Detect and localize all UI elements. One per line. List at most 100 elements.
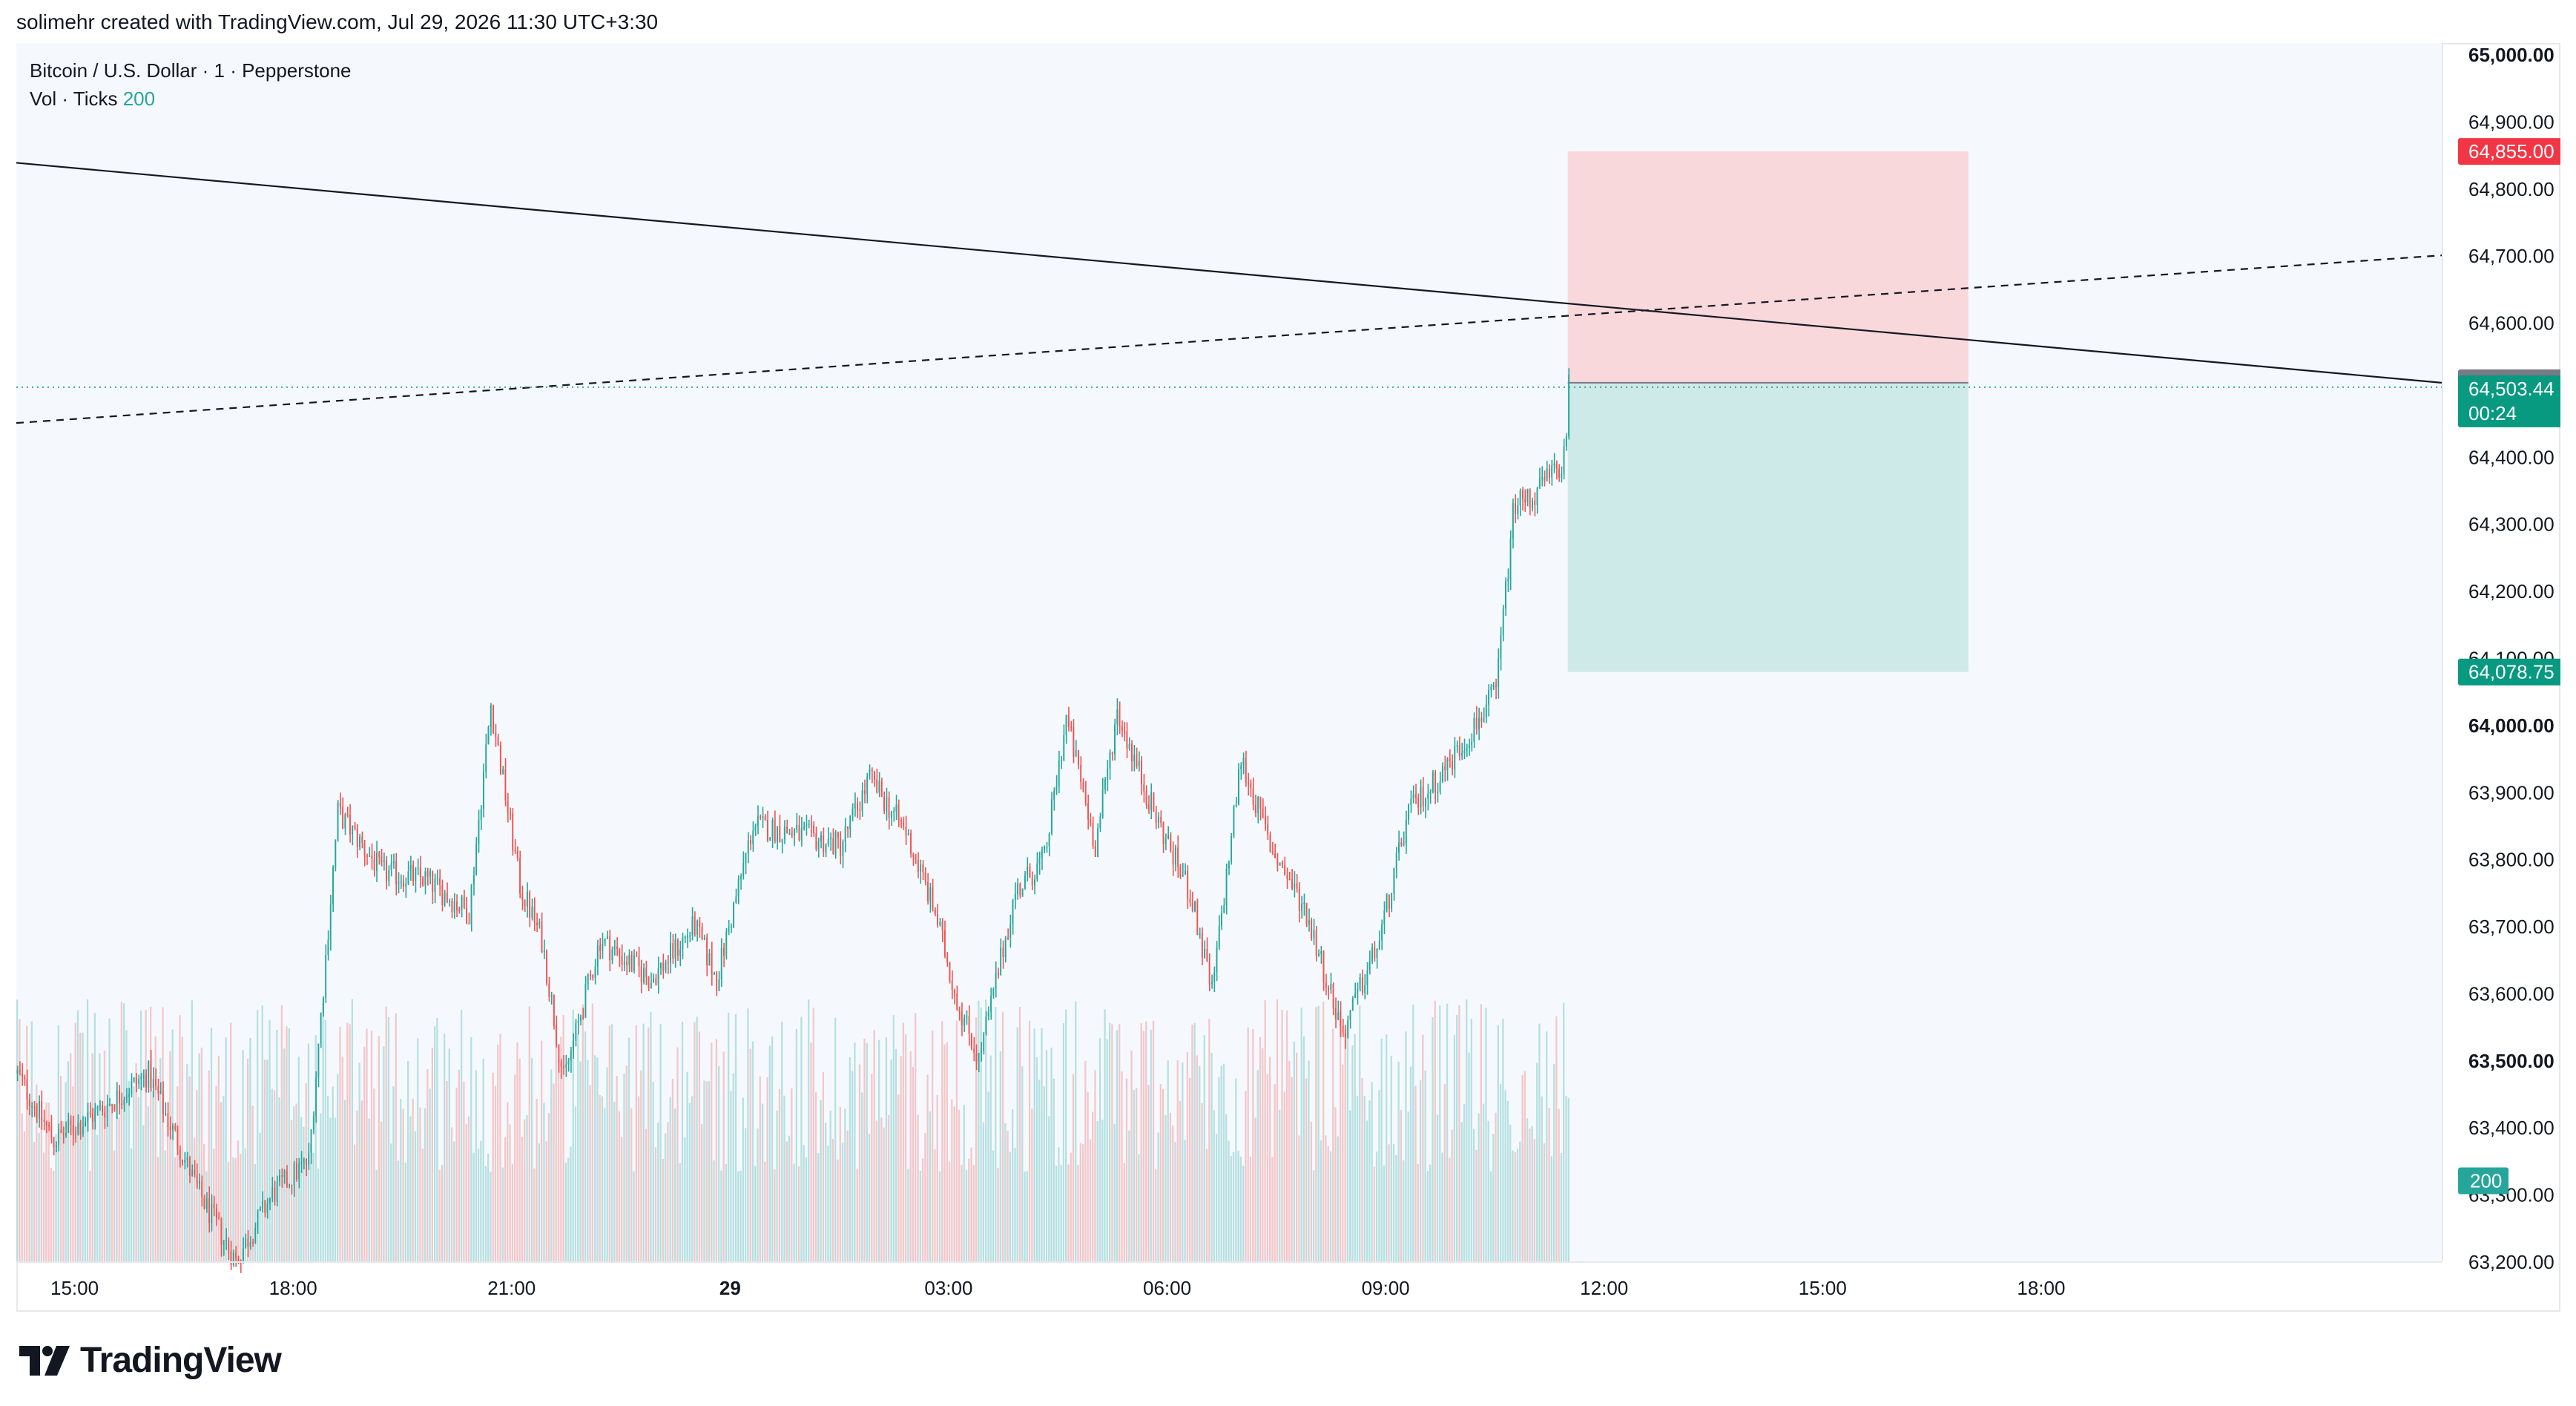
candle-body: [133, 1077, 135, 1082]
volume-bar: [989, 1055, 992, 1261]
volume-bar: [1009, 1152, 1012, 1261]
candle-body: [611, 949, 613, 961]
resistance-trendline[interactable]: [16, 162, 2442, 384]
volume-bar: [739, 1170, 742, 1261]
volume-bar: [1077, 1164, 1079, 1261]
take-profit-zone[interactable]: [1567, 382, 1969, 672]
candle-body: [1206, 949, 1208, 962]
candle-body: [917, 859, 919, 873]
candle-body: [1424, 798, 1426, 807]
candle-body: [478, 820, 480, 844]
candle-body: [623, 962, 625, 965]
candle-body: [179, 1149, 181, 1160]
candle-body: [1150, 792, 1152, 810]
candle-body: [198, 1181, 200, 1184]
candle-body: [771, 820, 774, 838]
volume-bar: [664, 1133, 667, 1261]
volume-bar: [1176, 1060, 1179, 1261]
support-trendline[interactable]: [16, 254, 2442, 424]
x-tick-label: 03:00: [924, 1277, 972, 1299]
volume-bar: [1070, 1152, 1072, 1261]
candle-body: [1437, 791, 1439, 793]
candle-body: [87, 1112, 89, 1123]
volume-bar: [550, 1069, 553, 1261]
y-tick-label: 65,000.00: [2468, 44, 2554, 66]
volume-bar: [426, 1068, 429, 1261]
candle-body: [963, 1017, 965, 1026]
volume-bar: [691, 1096, 694, 1261]
candle-body: [1429, 792, 1432, 794]
candle-body: [1262, 808, 1264, 817]
candle-body: [194, 1169, 196, 1175]
candle-body: [1536, 487, 1538, 505]
candle-body: [55, 1144, 57, 1148]
candle-body: [1454, 746, 1456, 770]
candle-body: [1162, 823, 1165, 844]
tradingview-logo[interactable]: TradingView: [19, 1340, 282, 1381]
candle-body: [1286, 875, 1288, 879]
candle-body: [521, 893, 524, 900]
volume-bar: [883, 1127, 885, 1261]
candle-body: [1386, 894, 1388, 911]
volume-bar: [788, 1135, 791, 1261]
volume-bar: [567, 1157, 570, 1261]
candle-body: [1515, 503, 1516, 514]
volume-bar: [839, 1106, 841, 1261]
volume-bar: [1463, 1104, 1466, 1261]
volume-bar: [215, 1085, 217, 1261]
volume-bar: [562, 1014, 564, 1261]
candle-body: [1495, 685, 1497, 688]
volume-bar: [441, 1165, 444, 1261]
volume-bar: [625, 1065, 627, 1261]
candle-body: [655, 978, 657, 985]
candle-body: [453, 901, 455, 913]
volume-bar: [1390, 1055, 1392, 1261]
volume-bar: [827, 1146, 829, 1261]
volume-bar: [1012, 1109, 1014, 1261]
volume-bar: [1230, 1156, 1232, 1261]
volume-bar: [434, 1026, 436, 1261]
candle-body: [1475, 717, 1478, 729]
candle-body: [1000, 947, 1001, 975]
volume-bar: [139, 1011, 142, 1261]
volume-bar: [404, 1162, 406, 1261]
candle-body: [890, 812, 892, 818]
volume-bar: [1201, 1103, 1203, 1261]
candle-body: [245, 1238, 246, 1249]
volume-bar: [329, 1117, 332, 1261]
volume-bar: [125, 1030, 128, 1261]
y-tick-label: 63,400.00: [2468, 1117, 2554, 1139]
volume-bar: [257, 1009, 259, 1261]
candle-body: [1328, 988, 1329, 990]
volume-bar: [846, 1130, 849, 1261]
volume-legend[interactable]: Vol · Ticks 200: [30, 85, 352, 113]
volume-bar: [776, 1110, 778, 1261]
volume-bar: [1281, 1010, 1283, 1261]
volume-bar: [1302, 1036, 1305, 1261]
price-tag-label: 64,855.00: [2468, 140, 2554, 162]
price-chart[interactable]: 65,000.00 64,900.00 64,800.00 64,700.00 64,6…: [16, 43, 2560, 1312]
volume-bar: [997, 1168, 999, 1261]
candle-body: [1485, 704, 1487, 717]
candle-body: [159, 1091, 162, 1094]
volume-bar: [936, 1094, 938, 1261]
candle-body: [995, 973, 997, 989]
volume-bar: [759, 1076, 761, 1261]
volume-bar: [72, 1086, 74, 1261]
volume-bar: [713, 1160, 715, 1261]
candle-body: [1490, 686, 1492, 691]
symbol-title[interactable]: Bitcoin / U.S. Dollar · 1 · Pepperstone: [30, 59, 352, 82]
stop-loss-zone[interactable]: [1567, 151, 1969, 383]
volume-bar: [43, 1152, 45, 1261]
candle-body: [1354, 993, 1356, 998]
candle-body: [937, 914, 938, 926]
candle-body: [720, 947, 722, 979]
y-tick-label: 64,400.00: [2468, 446, 2554, 468]
volume-bar: [701, 1123, 703, 1261]
candle-body: [1408, 804, 1409, 820]
volume-bar: [1504, 1090, 1506, 1261]
volume-bar: [1356, 1096, 1359, 1261]
candle-body: [363, 843, 366, 855]
candle-body: [171, 1126, 174, 1131]
volume-bar: [941, 1021, 943, 1261]
